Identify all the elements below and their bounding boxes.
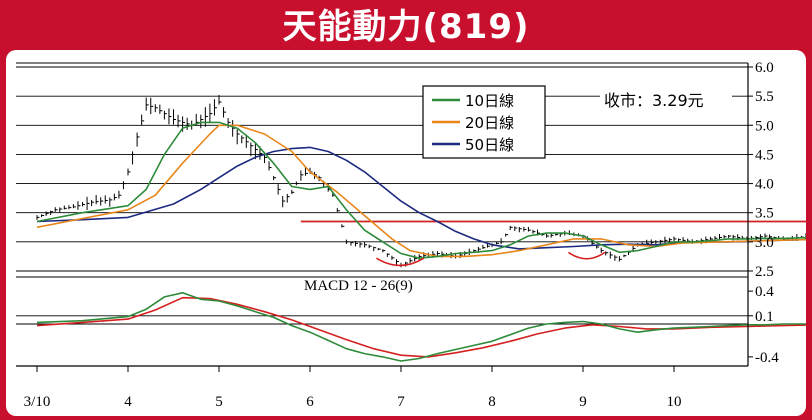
close-price-label: 收市：3.29元 bbox=[604, 91, 704, 110]
price-y-tick-6: 5.5 bbox=[755, 89, 774, 105]
x-tick-2: 5 bbox=[215, 394, 223, 410]
x-ticks: 3/10 4 5 6 7 8 9 10 bbox=[24, 394, 682, 410]
price-y-tick-2: 3.5 bbox=[755, 206, 774, 222]
legend: 10日線 20日線 50日線 bbox=[422, 85, 546, 159]
price-y-ticks: 2.5 3.0 3.5 4.0 4.5 5.0 5.5 6.0 bbox=[755, 60, 774, 280]
macd-signal-line bbox=[36, 296, 806, 358]
macd-y-tick-1: 0.1 bbox=[755, 309, 774, 325]
legend-ma10-label: 10日線 bbox=[465, 92, 514, 110]
ma10-line bbox=[36, 121, 806, 259]
chart-panel: 2.5 3.0 3.5 4.0 4.5 5.0 5.5 6.0 0.4 0.1 -0.4 3/10… bbox=[6, 50, 806, 416]
macd-y-tick-2: -0.4 bbox=[755, 350, 779, 366]
axes bbox=[16, 63, 753, 372]
x-tick-6: 9 bbox=[579, 394, 587, 410]
price-grid bbox=[16, 62, 748, 272]
pattern-arc-1 bbox=[376, 257, 425, 267]
macd-area bbox=[36, 292, 806, 362]
price-y-tick-5: 5.0 bbox=[755, 118, 774, 134]
macd-y-tick-0: 0.4 bbox=[755, 284, 774, 300]
chart-title: 天能動力(819) bbox=[282, 6, 530, 47]
x-tick-1: 4 bbox=[124, 394, 132, 410]
price-y-tick-0: 2.5 bbox=[755, 264, 774, 280]
price-y-tick-7: 6.0 bbox=[755, 60, 774, 76]
ma20-line bbox=[36, 124, 806, 258]
price-area bbox=[36, 94, 806, 268]
chart-svg: 2.5 3.0 3.5 4.0 4.5 5.0 5.5 6.0 0.4 0.1 -0.4 3/10… bbox=[16, 60, 806, 410]
macd-line bbox=[36, 292, 806, 362]
close-price-bg bbox=[600, 88, 732, 112]
title-bar: 天能動力(819) bbox=[0, 0, 812, 47]
x-tick-7: 10 bbox=[667, 394, 682, 410]
macd-label: MACD 12 - 26(9) bbox=[304, 278, 413, 294]
legend-ma50-label: 50日線 bbox=[465, 136, 514, 154]
macd-y-ticks: 0.4 0.1 -0.4 bbox=[755, 284, 779, 366]
x-tick-0: 3/10 bbox=[24, 394, 51, 410]
price-y-tick-3: 4.0 bbox=[755, 177, 774, 193]
x-tick-4: 7 bbox=[397, 394, 405, 410]
price-y-tick-1: 3.0 bbox=[755, 235, 774, 251]
price-y-tick-4: 4.5 bbox=[755, 147, 774, 163]
legend-ma20-label: 20日線 bbox=[465, 114, 514, 132]
x-tick-3: 6 bbox=[306, 394, 314, 410]
ma50-line bbox=[36, 146, 806, 250]
pattern-arc-2 bbox=[567, 251, 606, 260]
x-tick-5: 8 bbox=[488, 394, 496, 410]
